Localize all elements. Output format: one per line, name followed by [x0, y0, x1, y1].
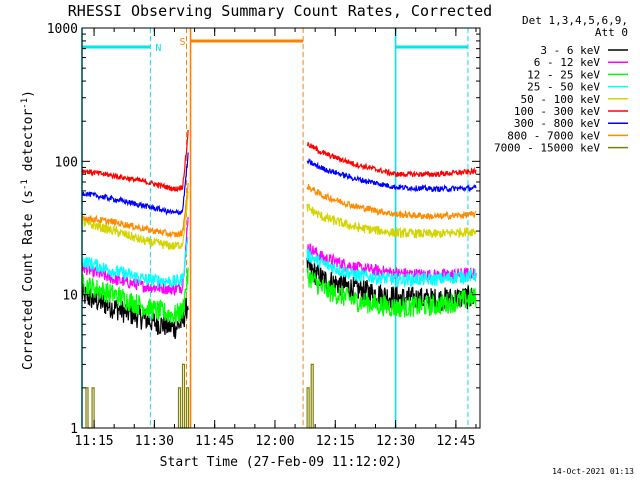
- y-tick-label: 10: [62, 289, 78, 304]
- legend-label: 100 - 300 keV: [514, 105, 600, 118]
- axes-layer: 11:15 11:30 11:45 12:00 12:15 12:30 12:45 1 10 10…: [47, 22, 480, 449]
- legend-label: 50 - 100 keV: [521, 93, 601, 106]
- legend-label: 12 - 25 keV: [527, 68, 600, 81]
- legend-label: 800 - 7000 keV: [507, 129, 600, 142]
- y-axis-label-sup1: -1: [20, 179, 30, 190]
- series-line-3: [306, 267, 477, 318]
- series-line-9: [177, 363, 190, 429]
- legend-header-attenuator: Att 0: [595, 26, 628, 39]
- legend-label: 3 - 6 keV: [540, 44, 600, 57]
- series-line-8: [306, 183, 477, 221]
- legend-label: 7000 - 15000 keV: [494, 142, 600, 155]
- footer-timestamp: 14-Oct-2021 01:13: [552, 467, 634, 476]
- x-tick-label: 11:45: [195, 434, 234, 449]
- legend-label: 25 - 50 keV: [527, 81, 600, 94]
- y-axis-label: Corrected Count Rate (s-1 detector-1): [20, 90, 36, 370]
- series-line-7: [306, 157, 477, 193]
- series-line-6: [306, 141, 477, 179]
- series-line-5: [81, 190, 189, 251]
- night-flag-label: N: [155, 43, 161, 54]
- x-tick-label: 11:30: [135, 434, 174, 449]
- y-axis-label-end: ): [21, 90, 36, 98]
- series-line-8: [81, 182, 189, 238]
- y-axis-label-mid: detector: [21, 109, 36, 180]
- flags-layer: NS: [82, 37, 468, 54]
- x-tick-label: 11:15: [74, 434, 113, 449]
- chart-title: RHESSI Observing Summary Count Rates, Co…: [68, 2, 492, 20]
- y-tick-label: 1: [70, 422, 78, 437]
- series-line-6: [81, 129, 189, 193]
- series-line-9: [85, 387, 95, 429]
- series-line-9: [306, 363, 314, 429]
- series-line-4: [81, 236, 189, 288]
- y-tick-label: 1000: [47, 22, 78, 37]
- plot-frame: [81, 27, 481, 429]
- series-line-7: [81, 152, 189, 216]
- x-tick-label: 12:00: [255, 434, 294, 449]
- y-tick-label: 100: [55, 155, 78, 170]
- x-tick-label: 12:45: [436, 434, 475, 449]
- x-tick-label: 12:15: [316, 434, 355, 449]
- plot-area: NS 11:15 11:30 11:45 12:00 12:15 12:30 12:4511…: [47, 22, 481, 449]
- legend-header-detectors: Det 1,3,4,5,6,9,: [522, 14, 628, 27]
- saa-flag-label: S: [180, 37, 186, 48]
- series-line-2: [306, 243, 477, 282]
- series-line-3: [81, 267, 189, 324]
- x-tick-label: 12:30: [376, 434, 415, 449]
- series-line-4: [306, 248, 477, 289]
- legend-label: 300 - 800 keV: [514, 117, 600, 130]
- series-line-5: [306, 203, 477, 239]
- y-axis-label-sup2: -1: [20, 98, 30, 109]
- x-axis-label: Start Time (27-Feb-09 11:12:02): [160, 455, 403, 470]
- legend-label: 6 - 12 keV: [534, 56, 601, 69]
- y-axis-label-main: Corrected Count Rate (s: [21, 190, 36, 370]
- series-line-1: [306, 257, 477, 312]
- series-layer: [81, 129, 477, 429]
